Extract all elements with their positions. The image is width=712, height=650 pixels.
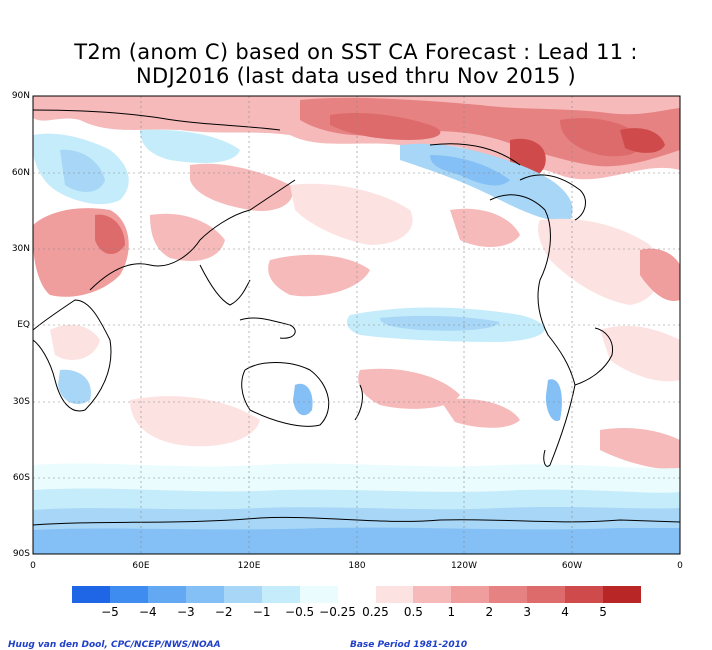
anomaly-region <box>358 368 460 409</box>
anomaly-region <box>140 129 240 163</box>
legend-swatch <box>299 586 338 603</box>
credit-base-period: Base Period 1981-2010 <box>350 640 468 650</box>
lat-label: 90S <box>12 549 30 559</box>
legend-label: −4 <box>139 605 157 619</box>
legend-swatch <box>261 586 300 603</box>
lon-label: 0 <box>30 561 36 571</box>
anomaly-region <box>545 379 562 421</box>
lat-label: 90N <box>11 91 30 101</box>
lon-label: 120E <box>237 561 261 571</box>
anomaly-region <box>95 214 125 255</box>
coastlines <box>33 109 680 526</box>
legend-swatch <box>72 586 110 603</box>
legend-swatch <box>375 586 414 603</box>
legend-label: −3 <box>176 605 195 619</box>
anomaly-region <box>58 369 91 405</box>
anomaly-region <box>538 218 661 305</box>
chart-title-line1: T2m (anom C) based on SST CA Forecast : … <box>74 40 638 64</box>
legend-label: 0.5 <box>403 605 423 619</box>
lon-label: 60W <box>561 561 583 571</box>
legend-swatch <box>223 586 262 603</box>
anomaly-region <box>290 183 413 245</box>
legend-label: 3 <box>523 605 531 619</box>
chart-title-line2: NDJ2016 (last data used thru Nov 2015 ) <box>136 64 576 88</box>
anomaly-region <box>330 113 441 140</box>
legend-swatch <box>489 586 528 603</box>
anomaly-region <box>560 118 643 157</box>
legend-label: 5 <box>599 605 607 619</box>
legend-swatch <box>337 586 376 603</box>
map-frame <box>32 95 681 555</box>
legend-swatch <box>451 586 490 603</box>
grid-lines <box>33 96 680 554</box>
lon-label: 120W <box>450 561 478 571</box>
legend-swatch <box>109 586 148 603</box>
legend-label: −1 <box>252 605 271 619</box>
legend-label: 0.25 <box>362 605 389 619</box>
anomaly-region <box>293 383 313 416</box>
legend-label: 4 <box>561 605 569 619</box>
lat-label: 30S <box>12 397 30 407</box>
anomaly-region <box>130 396 260 447</box>
anomaly-region <box>380 315 500 331</box>
anomaly-region <box>60 149 105 192</box>
lon-label: 0 <box>677 561 683 571</box>
legend-swatch <box>603 586 642 603</box>
legend-label: −2 <box>214 605 233 619</box>
legend-label: 1 <box>447 605 456 619</box>
anomaly-region <box>600 428 680 470</box>
anomaly-region <box>450 208 520 247</box>
lat-label: 60N <box>11 168 30 178</box>
lat-label: EQ <box>17 320 30 330</box>
anomaly-region <box>640 248 680 301</box>
legend-swatch <box>413 586 452 603</box>
legend-label: −0.25 <box>319 605 356 619</box>
anomaly-region <box>430 155 510 186</box>
lon-label: 60E <box>132 561 150 571</box>
anomaly-region <box>50 324 100 360</box>
legend-swatch <box>565 586 604 603</box>
credit-author: Huug van den Dool, CPC/NCEP/NWS/NOAA <box>8 640 221 650</box>
legend-swatch <box>185 586 224 603</box>
color-legend <box>72 586 642 603</box>
legend-label: −5 <box>101 605 119 619</box>
lat-label: 30N <box>11 244 30 254</box>
anomaly-region <box>620 128 665 153</box>
legend-swatch <box>147 586 186 603</box>
legend-swatch <box>527 586 566 603</box>
anomaly-region <box>440 398 520 428</box>
lat-label: 60S <box>12 473 30 483</box>
lon-label: 180 <box>348 561 366 571</box>
anomaly-region <box>33 527 680 554</box>
anomaly-region <box>600 325 680 382</box>
legend-label: −0.5 <box>285 605 315 619</box>
anomaly-region <box>268 254 370 297</box>
legend-label: 2 <box>485 605 494 619</box>
